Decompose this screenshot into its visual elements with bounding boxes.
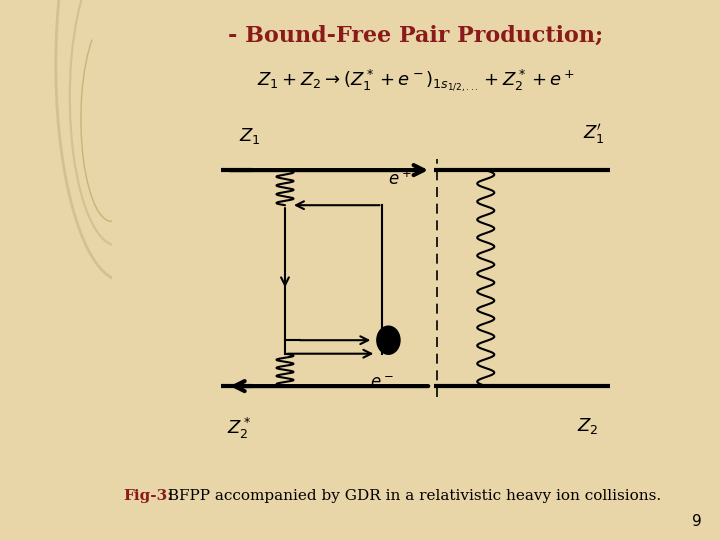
Text: Fig-3:: Fig-3: [124,489,174,503]
Text: 9: 9 [692,514,702,529]
Text: $Z_1'$: $Z_1'$ [582,122,604,146]
Text: $Z_2$: $Z_2$ [577,416,598,436]
Text: $Z_1$: $Z_1$ [239,126,261,146]
Text: - Bound-Free Pair Production;: - Bound-Free Pair Production; [228,24,603,46]
Text: $Z_1 + Z_2 \rightarrow (Z_1^* + e^-)_{1s_{1/2,...}} + Z_2^* + e^+$: $Z_1 + Z_2 \rightarrow (Z_1^* + e^-)_{1s… [257,68,575,94]
Text: $e^-$: $e^-$ [370,375,395,392]
Ellipse shape [377,326,400,354]
Text: $Z_2^*$: $Z_2^*$ [228,416,251,441]
Text: BFPP accompanied by GDR in a relativistic heavy ion collisions.: BFPP accompanied by GDR in a relativisti… [163,489,662,503]
Text: $e^+$: $e^+$ [388,170,413,189]
